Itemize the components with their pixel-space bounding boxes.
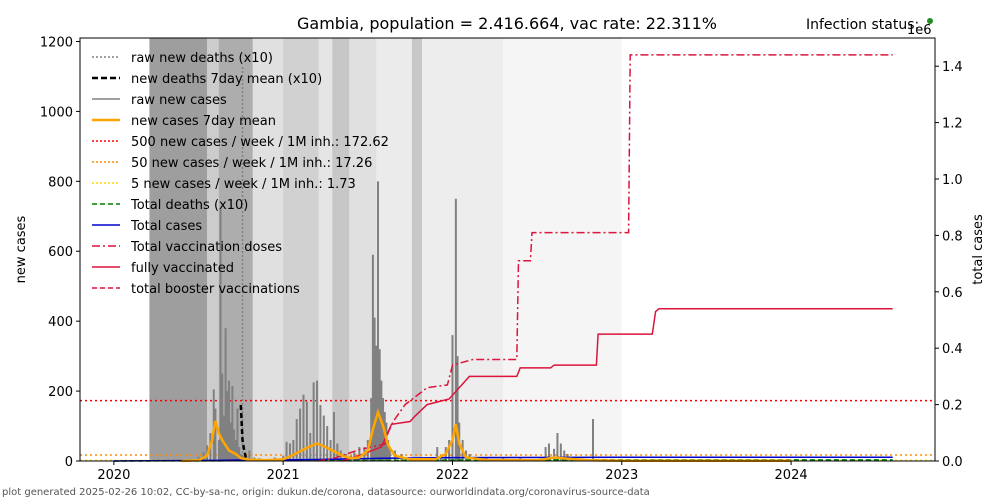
legend: raw new deaths (x10) new deaths 7day mean… — [92, 51, 389, 297]
y2-multiplier-label: 1e6 — [907, 23, 932, 38]
y-tick-label: 400 — [48, 315, 73, 330]
y2-tick-label: 0.2 — [942, 399, 963, 414]
total-vaccination-doses-line — [316, 54, 893, 462]
x-tick-label: 2022 — [436, 468, 469, 483]
chart-title: Gambia, population = 2.416.664, vac rate… — [297, 14, 717, 33]
legend-label-3: new cases 7day mean — [131, 114, 276, 129]
x-tick-label: 2020 — [97, 468, 130, 483]
y2-axis-label: total cases — [971, 214, 986, 285]
x-tick-label: 2023 — [605, 468, 638, 483]
shading-band-1 — [206, 38, 219, 461]
legend-label-9: Total vaccination doses — [130, 240, 282, 255]
y2-tick-label: 0.8 — [942, 229, 963, 244]
shading-layer — [149, 38, 622, 461]
y2-tick-label: 0.0 — [942, 455, 963, 470]
axes-layer: 0 200 400 600 800 1000 1200 0.0 0.2 0.4 0.6 0.8 1.0 1… — [40, 35, 963, 483]
y-axis-label: new cases — [14, 215, 29, 283]
shading-band-5 — [318, 38, 333, 461]
cases-7day-mean-line — [181, 408, 792, 463]
shading-band-9 — [411, 38, 422, 461]
y2-tick-label: 0.4 — [942, 342, 963, 357]
legend-label-8: Total cases — [130, 219, 202, 234]
shading-band-10 — [422, 38, 504, 461]
infection-status-label: Infection status: — [806, 17, 919, 33]
y-tick-label: 800 — [48, 175, 73, 190]
series-layer — [113, 54, 893, 463]
legend-label-6: 5 new cases / week / 1M inh.: 1.73 — [131, 177, 356, 192]
legend-label-1: new deaths 7day mean (x10) — [131, 72, 322, 87]
x-tick-label: 2021 — [267, 468, 300, 483]
legend-label-0: raw new deaths (x10) — [131, 51, 273, 66]
footer-credit: plot generated 2025-02-26 10:02, CC-by-s… — [2, 487, 650, 498]
infection-status-indicator — [927, 18, 933, 24]
legend-label-7: Total deaths (x10) — [130, 198, 248, 213]
fully-vaccinated-line — [342, 307, 893, 462]
y2-tick-label: 0.6 — [942, 286, 963, 301]
shading-band-3 — [252, 38, 284, 461]
y-tick-label: 600 — [48, 245, 73, 260]
y-tick-label: 1200 — [40, 35, 73, 50]
legend-label-4: 500 new cases / week / 1M inh.: 172.62 — [131, 135, 389, 150]
y2-tick-label: 1.4 — [942, 60, 963, 75]
y2-tick-label: 1.0 — [942, 173, 963, 188]
plot-frame — [79, 37, 936, 462]
shading-band-11 — [503, 38, 622, 461]
legend-label-2: raw new cases — [131, 93, 227, 108]
shading-band-2 — [218, 38, 253, 461]
legend-label-11: total booster vaccinations — [131, 282, 300, 297]
y-tick-label: 200 — [48, 385, 73, 400]
y-tick-label: 1000 — [40, 105, 73, 120]
deaths-7day-mean-line — [239, 405, 248, 458]
legend-label-10: fully vaccinated — [131, 261, 234, 276]
shading-band-7 — [349, 38, 377, 461]
shading-band-6 — [332, 38, 350, 461]
shading-band-0 — [149, 38, 207, 461]
legend-label-5: 50 new cases / week / 1M inh.: 17.26 — [131, 156, 372, 171]
y2-tick-label: 1.2 — [942, 117, 963, 132]
y-tick-label: 0 — [65, 455, 73, 470]
x-tick-label: 2024 — [775, 468, 808, 483]
